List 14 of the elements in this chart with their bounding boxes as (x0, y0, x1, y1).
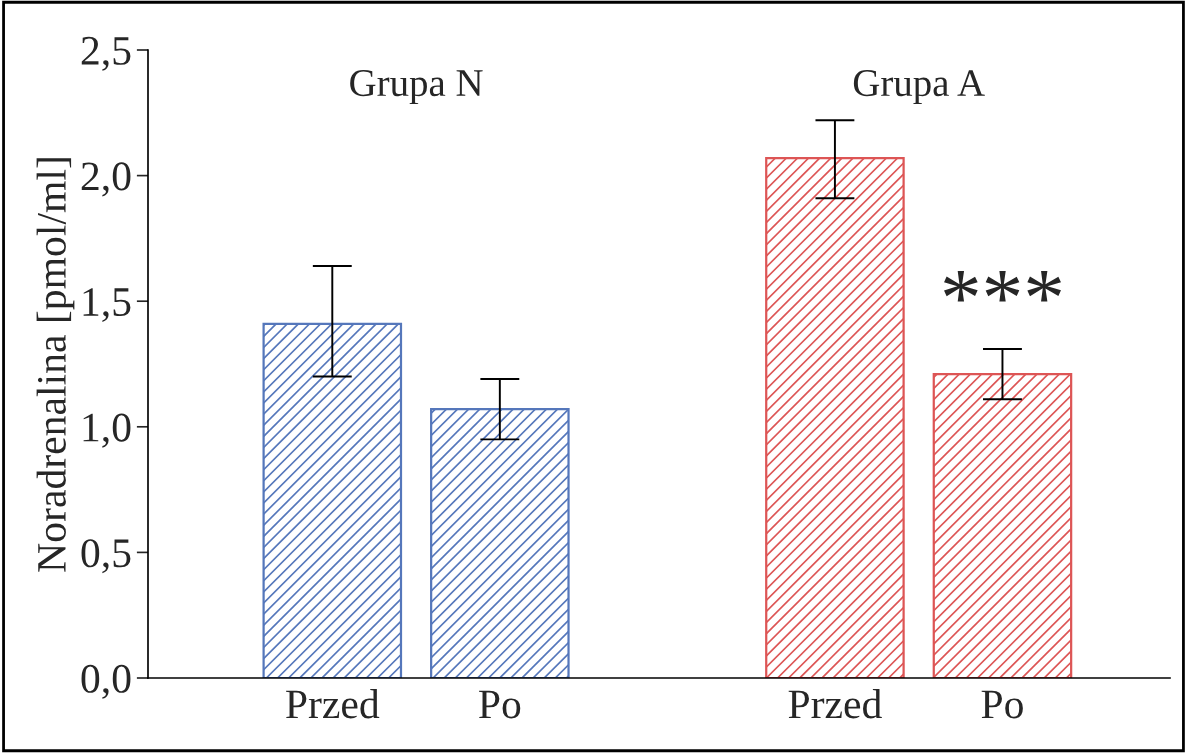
y-tick-label: 1,0 (83, 413, 131, 448)
y-tick-label: 0,0 (81, 664, 131, 699)
y-axis-title: Noradrenalina [pmol/ml] (36, 158, 75, 572)
y-tick-label: 1,5 (83, 288, 131, 323)
y-tick-label: 2,0 (81, 162, 131, 197)
y-tick-label: 2,5 (81, 36, 131, 71)
x-tick-label: Przed (286, 689, 380, 719)
annotation: *** (944, 271, 1061, 302)
annotation: Grupa N (350, 70, 483, 105)
x-tick-label: Przed (788, 689, 882, 719)
x-tick-label: Po (479, 690, 521, 719)
y-tick-label: 0,5 (81, 539, 131, 574)
x-tick-label: Po (981, 690, 1023, 719)
annotation: Grupa A (853, 70, 985, 105)
